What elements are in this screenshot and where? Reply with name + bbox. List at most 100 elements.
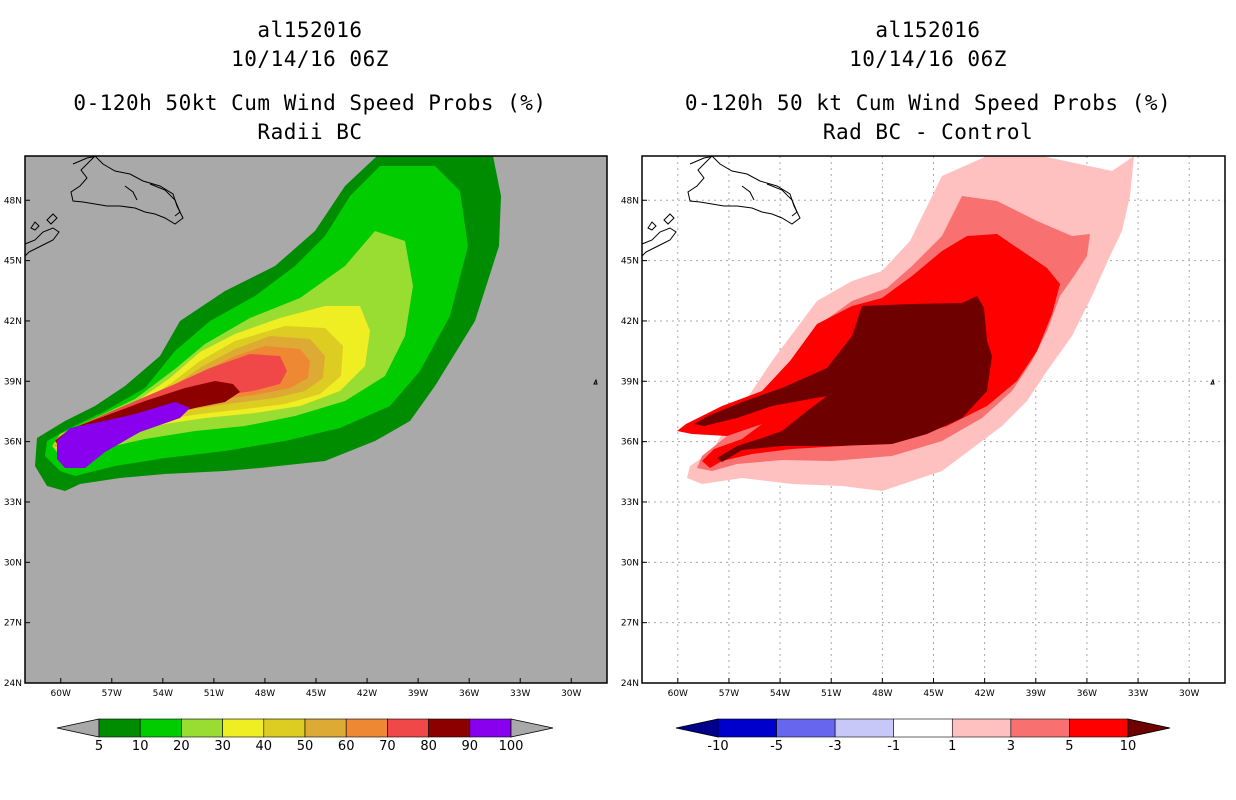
- right-lon-label: 30W: [1179, 689, 1199, 699]
- right-colorbar-swatch: [951, 718, 1012, 738]
- right-lat-label: 33N: [621, 498, 639, 508]
- right-lon-label: 36W: [1077, 689, 1097, 699]
- left-lat-label: 48N: [4, 196, 22, 206]
- right-lon-label: 39W: [1026, 689, 1046, 699]
- left-lon-label: 57W: [102, 689, 122, 699]
- right-coast-segment: [766, 183, 798, 217]
- left-lat-label: 36N: [4, 438, 22, 448]
- right-lon-label: 60W: [668, 689, 688, 699]
- left-lon-label: 39W: [408, 689, 428, 699]
- left-title-product: 0-120h 50kt Cum Wind Speed Probs (%): [73, 91, 547, 115]
- left-colorbar-swatch: [387, 718, 429, 738]
- left-azores-island: [593, 378, 598, 385]
- right-axis-labels: 60W 57W 54W 51W 48W 45W 42W 39W 36W 33W 30W 48N 45N 4…: [621, 196, 1200, 699]
- right-coast-segment: [647, 221, 657, 231]
- left-lon-label: 30W: [561, 689, 581, 699]
- left-coast-segment: [124, 185, 138, 201]
- right-lat-label: 30N: [621, 558, 639, 568]
- right-lon-label: 42W: [974, 689, 994, 699]
- right-title-date: 10/14/16 06Z: [849, 47, 1007, 71]
- left-coast-segment: [30, 221, 40, 231]
- right-lat-label: 45N: [621, 257, 639, 267]
- right-coast-segment: [741, 185, 755, 201]
- right-colorbar-label: 3: [1007, 739, 1015, 754]
- right-colorbar-label: -10: [707, 739, 728, 754]
- right-map-panel: 60W 57W 54W 51W 48W 45W 42W 39W 36W 33W 30W 48N 45N 4…: [621, 155, 1226, 699]
- left-title-storm-id: al152016: [257, 18, 363, 42]
- left-colorbar-swatch: [304, 718, 347, 738]
- left-colorbar-under-arrow: [56, 718, 100, 738]
- right-title-storm-id: al152016: [875, 18, 981, 42]
- left-lon-label: 51W: [204, 689, 224, 699]
- right-colorbar-swatch: [717, 718, 777, 738]
- left-colorbar-swatch: [263, 718, 306, 738]
- right-lat-label: 39N: [621, 377, 639, 387]
- left-colorbar-swatch: [469, 718, 512, 738]
- left-lon-label: 48W: [255, 689, 275, 699]
- right-colorbar-swatch: [893, 718, 953, 738]
- right-lon-label: 33W: [1128, 689, 1148, 699]
- right-lon-label: 51W: [821, 689, 841, 699]
- right-colorbar-swatch: [1069, 718, 1129, 738]
- left-coast-segment: [149, 183, 181, 217]
- right-lon-label: 57W: [719, 689, 739, 699]
- left-colorbar-label: 60: [338, 739, 355, 754]
- right-colorbar-over-arrow: [1127, 718, 1171, 738]
- left-colorbar: 5 10 20 30 40 50 60 70 80 90 100: [56, 718, 554, 754]
- left-colorbar-over-arrow: [510, 718, 554, 738]
- right-colorbar-under-arrow: [675, 718, 719, 738]
- left-map-panel: 60W 57W 54W 51W 48W 45W 42W 39W 36W 33W 30W 48N 45N 4…: [4, 155, 608, 699]
- right-lat-label: 24N: [621, 679, 639, 689]
- right-colorbar-swatch: [1010, 718, 1070, 738]
- right-colorbar-label: -3: [829, 739, 842, 754]
- right-lon-label: 48W: [872, 689, 892, 699]
- right-lon-label: 54W: [770, 689, 790, 699]
- left-lat-label: 42N: [4, 317, 22, 327]
- left-axis-labels: 60W 57W 54W 51W 48W 45W 42W 39W 36W 33W 30W 48N 45N 4…: [4, 196, 582, 699]
- left-title-experiment: Radii BC: [257, 120, 363, 144]
- left-colorbar-swatch: [345, 718, 388, 738]
- right-azores-island: [1210, 378, 1215, 385]
- right-colorbar-label: -1: [887, 739, 900, 754]
- right-lat-label: 42N: [621, 317, 639, 327]
- right-colorbar-label: -5: [770, 739, 783, 754]
- left-colorbar-label: 100: [499, 739, 524, 754]
- right-colorbar-swatch: [834, 718, 895, 738]
- left-lat-label: 30N: [4, 558, 22, 568]
- left-colorbar-label: 5: [95, 739, 103, 754]
- left-lon-label: 60W: [51, 689, 71, 699]
- right-coast-segment: [641, 227, 677, 257]
- left-colorbar-label: 50: [297, 739, 314, 754]
- left-lon-label: 33W: [510, 689, 530, 699]
- left-colorbar-swatch: [98, 718, 141, 738]
- right-title-product: 0-120h 50 kt Cum Wind Speed Probs (%): [684, 91, 1172, 115]
- left-colorbar-swatch: [428, 718, 471, 738]
- right-colorbar-label: 10: [1120, 739, 1137, 754]
- left-colorbar-label: 10: [132, 739, 149, 754]
- right-colorbar: -10 -5 -3 -1 1 3 5 10: [675, 718, 1171, 754]
- right-lon-label: 45W: [923, 689, 943, 699]
- right-colorbar-label: 1: [948, 739, 956, 754]
- left-colorbar-label: 80: [420, 739, 437, 754]
- left-lat-label: 33N: [4, 498, 22, 508]
- right-coast-segment: [663, 213, 675, 225]
- right-colorbar-swatch: [776, 718, 836, 738]
- right-lat-label: 36N: [621, 438, 639, 448]
- right-coastline: [641, 155, 1215, 385]
- left-colorbar-label: 70: [379, 739, 396, 754]
- left-coast-segment: [46, 213, 58, 225]
- right-colorbar-label: 5: [1065, 739, 1073, 754]
- left-colorbar-swatch: [181, 718, 223, 738]
- right-diff-10: [694, 296, 992, 462]
- left-colorbar-label: 20: [173, 739, 190, 754]
- left-lat-label: 24N: [4, 679, 22, 689]
- left-lat-label: 39N: [4, 377, 22, 387]
- left-colorbar-label: 30: [214, 739, 231, 754]
- left-lon-label: 54W: [153, 689, 173, 699]
- left-title-date: 10/14/16 06Z: [231, 47, 389, 71]
- right-title-experiment: Rad BC - Control: [822, 120, 1034, 144]
- left-coast-segment: [24, 227, 60, 257]
- right-lat-label: 48N: [621, 196, 639, 206]
- left-colorbar-label: 90: [462, 739, 479, 754]
